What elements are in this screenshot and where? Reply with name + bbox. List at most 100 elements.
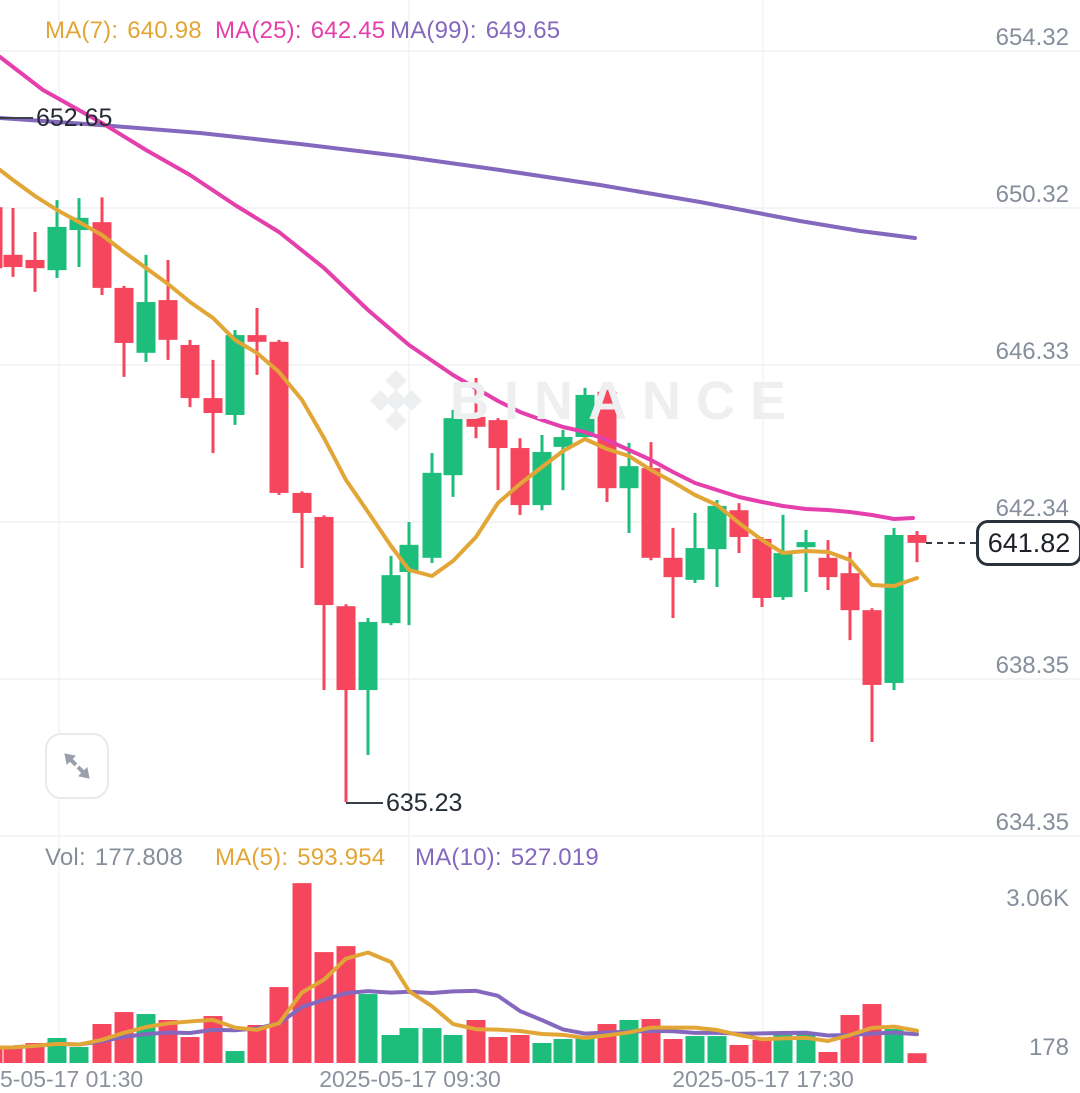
candlestick[interactable] bbox=[663, 557, 683, 578]
candlestick[interactable] bbox=[862, 610, 882, 685]
vol-legend: Vol: 177.808 bbox=[45, 844, 183, 872]
volume-bar[interactable] bbox=[729, 1044, 749, 1063]
candlestick[interactable] bbox=[641, 468, 661, 558]
volume-bar[interactable] bbox=[752, 1039, 772, 1063]
candlestick[interactable] bbox=[466, 416, 486, 427]
volume-bar[interactable] bbox=[180, 1037, 200, 1063]
ma7-line bbox=[0, 168, 919, 588]
price-axis-label: 650.32 bbox=[995, 181, 1069, 208]
volume-bar[interactable] bbox=[685, 1036, 705, 1063]
high-price-marker-line bbox=[0, 117, 33, 119]
candlestick[interactable] bbox=[707, 505, 727, 550]
volume-bar[interactable] bbox=[553, 1039, 573, 1063]
candlestick[interactable] bbox=[685, 547, 705, 580]
candlestick[interactable] bbox=[553, 437, 573, 447]
volume-bar[interactable] bbox=[247, 1025, 267, 1063]
low-price-label: 635.23 bbox=[386, 789, 463, 817]
candlestick[interactable] bbox=[225, 335, 245, 415]
vol-ma5-legend: MA(5): 593.954 bbox=[215, 844, 385, 872]
ma7-value: 640.98 bbox=[127, 17, 202, 44]
candlestick[interactable] bbox=[422, 472, 442, 558]
volume-ma10-line bbox=[0, 988, 919, 1050]
volume-bar[interactable] bbox=[641, 1019, 661, 1063]
volume-bar[interactable] bbox=[663, 1039, 683, 1063]
candlestick[interactable] bbox=[180, 344, 200, 399]
expand-button[interactable] bbox=[45, 733, 109, 799]
ma7-label: MA(7): bbox=[45, 17, 119, 44]
vol-ma10-value: 527.019 bbox=[510, 844, 599, 871]
volume-bar[interactable] bbox=[840, 1015, 860, 1063]
volume-bar[interactable] bbox=[0, 1047, 3, 1063]
candlestick[interactable] bbox=[443, 418, 463, 476]
candlestick[interactable] bbox=[136, 302, 156, 353]
candlestick[interactable] bbox=[381, 575, 401, 624]
volume-bar[interactable] bbox=[69, 1047, 89, 1063]
ma25-value: 642.45 bbox=[310, 17, 386, 44]
volume-bar[interactable] bbox=[907, 1053, 927, 1063]
candlestick[interactable] bbox=[0, 207, 3, 269]
ma99-value: 649.65 bbox=[485, 17, 561, 44]
volume-bar[interactable] bbox=[399, 1028, 419, 1063]
price-axis-label: 642.34 bbox=[995, 495, 1069, 522]
candlestick[interactable] bbox=[796, 542, 816, 548]
candlestick[interactable] bbox=[203, 398, 223, 414]
ma99-label: MA(99): bbox=[390, 17, 477, 44]
candlestick[interactable] bbox=[292, 492, 312, 513]
vol-ma10-label: MA(10): bbox=[415, 844, 502, 871]
volume-bar[interactable] bbox=[575, 1036, 595, 1063]
ma25-legend: MA(25): 642.45 bbox=[215, 17, 385, 45]
candlestick[interactable] bbox=[773, 553, 793, 598]
volume-bar[interactable] bbox=[773, 1035, 793, 1063]
candlestick[interactable] bbox=[358, 621, 378, 691]
volume-bar[interactable] bbox=[358, 994, 378, 1063]
volume-bar[interactable] bbox=[314, 952, 334, 1063]
volume-bar[interactable] bbox=[292, 883, 312, 1063]
candlestick[interactable] bbox=[619, 466, 639, 489]
candlestick[interactable] bbox=[752, 538, 772, 598]
current-price-badge[interactable]: 641.82 bbox=[976, 520, 1080, 566]
ma99-line bbox=[0, 116, 917, 240]
candlestick[interactable] bbox=[114, 287, 134, 343]
volume-bar[interactable] bbox=[136, 1014, 156, 1063]
volume-ma5-line bbox=[0, 950, 919, 1050]
candlestick[interactable] bbox=[3, 254, 23, 268]
candlestick[interactable] bbox=[336, 606, 356, 691]
volume-bar[interactable] bbox=[510, 1035, 530, 1063]
candlestick[interactable] bbox=[575, 394, 595, 438]
volume-bar[interactable] bbox=[203, 1016, 223, 1063]
volume-bar[interactable] bbox=[3, 1047, 23, 1063]
volume-bar[interactable] bbox=[488, 1037, 508, 1063]
volume-bar[interactable] bbox=[532, 1043, 552, 1063]
volume-bar[interactable] bbox=[336, 946, 356, 1063]
candlestick[interactable] bbox=[510, 448, 530, 506]
candlestick[interactable] bbox=[25, 259, 45, 269]
candlestick[interactable] bbox=[907, 535, 927, 543]
candlestick[interactable] bbox=[47, 226, 67, 271]
expand-arrows-icon bbox=[64, 753, 90, 779]
candlestick[interactable] bbox=[818, 557, 838, 578]
volume-bar[interactable] bbox=[381, 1035, 401, 1063]
volume-bar[interactable] bbox=[597, 1024, 617, 1063]
candlestick[interactable] bbox=[488, 420, 508, 449]
candlestick[interactable] bbox=[884, 535, 904, 683]
volume-bar[interactable] bbox=[47, 1038, 67, 1063]
candlestick[interactable] bbox=[840, 573, 860, 611]
volume-bar[interactable] bbox=[225, 1051, 245, 1063]
vol-value: 177.808 bbox=[94, 844, 183, 871]
volume-bar[interactable] bbox=[884, 1029, 904, 1063]
ma7-legend: MA(7): 640.98 bbox=[45, 17, 202, 45]
ma25-label: MA(25): bbox=[215, 17, 302, 44]
volume-bar[interactable] bbox=[92, 1024, 112, 1063]
volume-bar[interactable] bbox=[619, 1020, 639, 1063]
volume-bar[interactable] bbox=[422, 1028, 442, 1063]
volume-bar[interactable] bbox=[707, 1036, 727, 1063]
vol-ma5-value: 593.954 bbox=[297, 844, 386, 871]
candlestick[interactable] bbox=[247, 335, 267, 342]
high-price-label: 652.65 bbox=[36, 104, 113, 132]
candlestick[interactable] bbox=[314, 516, 334, 606]
volume-bar[interactable] bbox=[443, 1035, 463, 1063]
volume-bar[interactable] bbox=[818, 1052, 838, 1063]
candlestick[interactable] bbox=[158, 300, 178, 340]
